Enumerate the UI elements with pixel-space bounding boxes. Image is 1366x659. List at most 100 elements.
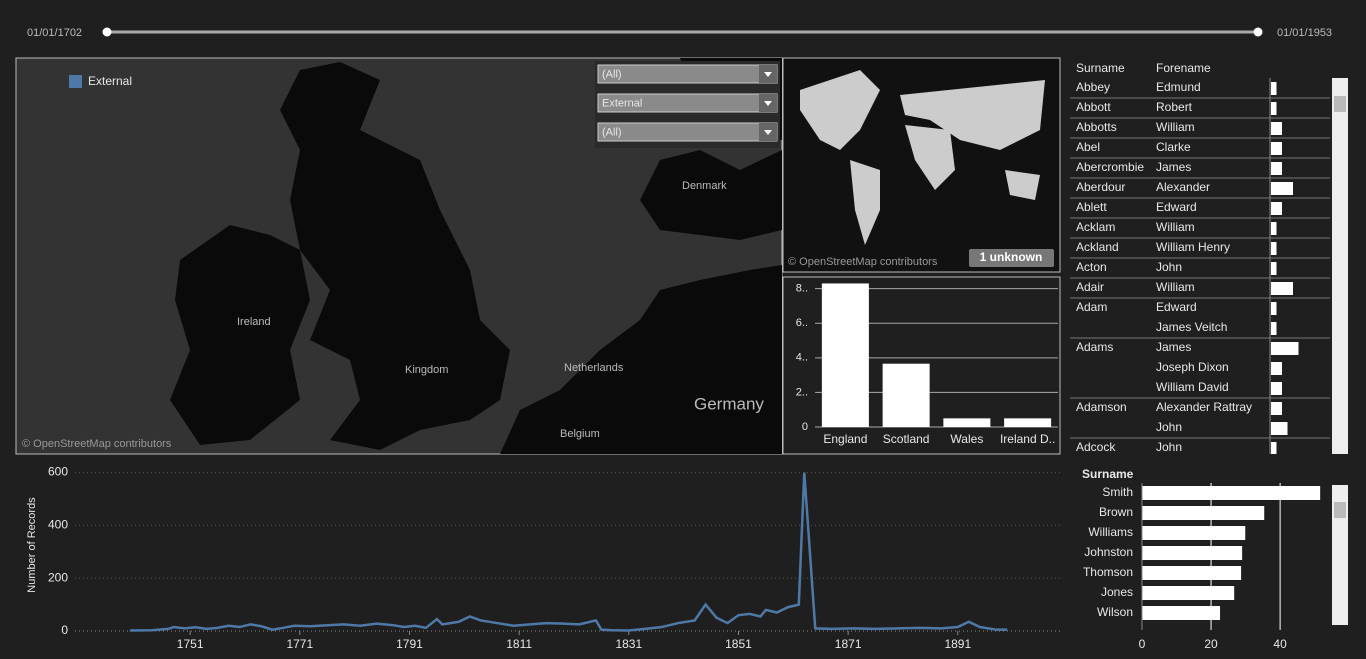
count-bar [1271,122,1282,135]
y-tick-label: 400 [48,518,68,532]
land [800,70,880,150]
count-bar [1271,182,1293,195]
land [640,150,782,240]
count-bar [1271,342,1299,355]
count-bar [1271,222,1277,235]
forename-cell: Clarke [1156,140,1191,154]
filter-dropdown[interactable] [597,64,778,84]
table-header: Surname [1082,467,1134,481]
count-bar [1271,402,1282,415]
surname-cell: Adamson [1076,400,1127,414]
map[interactable]: External Denmark Ireland Kingdom Netherl… [15,57,783,455]
surname-cell: Abbott [1076,100,1111,114]
x-tick-label: 1831 [615,637,642,651]
world-map[interactable]: © OpenStreetMap contributors 1 unknown [782,57,1061,273]
y-tick-label: Smith [1102,485,1133,499]
scrollbar[interactable] [1332,78,1348,454]
y-tick-label: Thomson [1083,565,1133,579]
x-tick-label: Ireland D.. [1000,432,1055,446]
filter-value: (All) [602,68,622,80]
bar [1142,526,1246,540]
forename-cell: Edward [1156,300,1197,314]
dropdown-arrow [764,101,772,106]
y-tick-label: Johnston [1084,545,1133,559]
y-tick-label: 600 [48,465,68,479]
series-line [129,472,1008,632]
forename-cell: Joseph Dixon [1156,360,1229,374]
table-header: Forename [1156,61,1211,75]
slider-handle[interactable] [102,27,112,37]
surname-cell: Adcock [1076,440,1116,454]
y-tick-label: 4.. [796,352,808,364]
forename-cell: James [1156,340,1191,354]
forename-cell: William [1156,120,1195,134]
dropdown-arrow [764,130,772,135]
count-bar [1271,302,1277,315]
bar [1142,566,1242,580]
count-bar [1271,442,1277,454]
country-frame [782,276,1061,455]
surname-cell: Acklam [1076,220,1115,234]
x-tick-label: 0 [1139,637,1146,651]
land [500,265,782,454]
filter-value: External [602,97,642,109]
y-tick-label: Jones [1101,585,1133,599]
x-tick-label: England [823,432,867,446]
count-bar [1271,162,1282,175]
bar [1142,486,1321,500]
dropdown-arrow [764,72,772,77]
land [170,225,310,445]
map-label: Belgium [560,428,600,440]
y-tick-label: 0 [61,623,68,637]
x-tick-label: Scotland [883,432,930,446]
surname-cell: Abbey [1076,80,1110,94]
forename-cell: Edmund [1156,80,1201,94]
filter-dropdown[interactable] [597,122,778,142]
y-tick-label: 0 [802,421,808,433]
count-bar [1271,142,1282,155]
scroll-thumb[interactable] [1334,502,1346,518]
land [900,80,1045,150]
slider-end: 01/01/1953 [1277,27,1332,39]
scroll-thumb[interactable] [1334,96,1346,112]
legend-label: External [88,74,132,88]
bar [821,283,869,427]
unknown-badge[interactable] [969,249,1054,267]
slider-handle[interactable] [1253,27,1263,37]
bar [1142,506,1265,520]
forename-cell: Alexander Rattray [1156,400,1252,414]
y-tick-label: 200 [48,570,68,584]
x-tick-label: 40 [1273,637,1287,651]
land [850,160,880,245]
filter-value: (All) [602,126,622,138]
y-tick-label: 6.. [796,317,808,329]
forename-cell: Robert [1156,100,1193,114]
surname-cell: Adair [1076,280,1104,294]
count-bar [1271,82,1277,95]
map-attribution: © OpenStreetMap contributors [22,438,172,450]
unknown-badge-label: 1 unknown [980,250,1043,264]
bar [1004,418,1052,427]
bar [943,418,991,427]
bar [1142,586,1235,600]
x-tick-label: 1871 [835,637,862,651]
map-label: Germany [694,394,764,413]
scrollbar[interactable] [1332,485,1348,625]
y-tick-label: 2.. [796,386,808,398]
bar [1142,606,1221,620]
count-bar [1271,202,1282,215]
legend-swatch [69,75,82,88]
count-bar [1271,422,1288,435]
surname-cell: Ackland [1076,240,1119,254]
forename-cell: John [1156,420,1182,434]
forename-cell: William [1156,280,1195,294]
forename-cell: John [1156,440,1182,454]
count-bar [1271,362,1282,375]
surname-cell: Adams [1076,340,1113,354]
surname-cell: Abbotts [1076,120,1117,134]
surname-cell: Ablett [1076,200,1107,214]
forename-cell: Edward [1156,200,1197,214]
map-label: Netherlands [564,362,624,374]
x-tick-label: 1751 [177,637,204,651]
